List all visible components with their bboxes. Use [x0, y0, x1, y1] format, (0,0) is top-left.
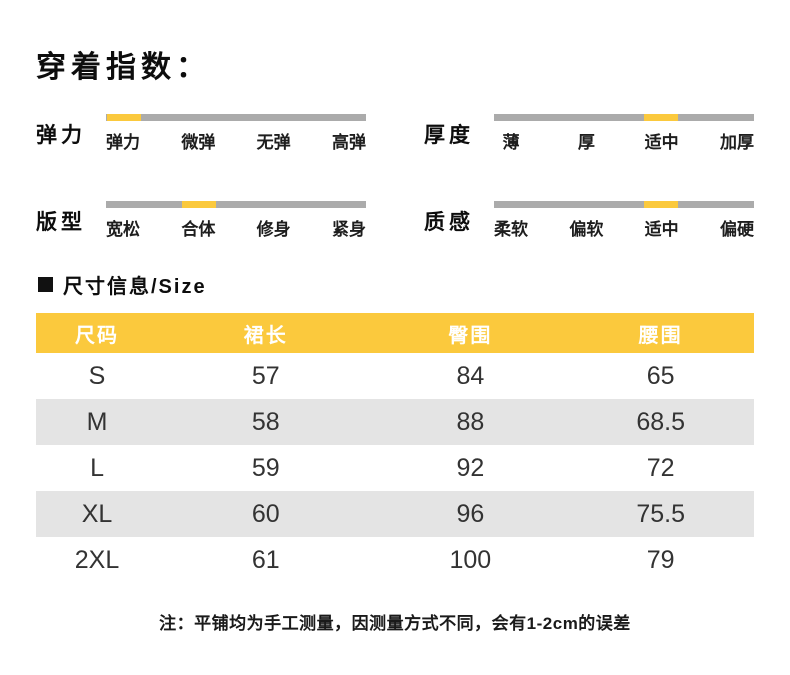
scale-label: 厚度: [424, 123, 474, 147]
scale-option: 紧身: [331, 220, 366, 239]
cell-hip: 96: [373, 491, 568, 537]
scale-label: 版型: [36, 210, 86, 234]
square-bullet-icon: [38, 277, 53, 292]
cell-size: S: [88, 361, 106, 390]
thickness-scale: 厚度 薄 厚 适中 加厚: [424, 114, 754, 153]
scale-option: 微弹: [181, 133, 216, 152]
product-size-panel: 穿着指数： 弹力 弹力 微弹 无弹 高弹 厚度: [36, 51, 754, 633]
col-header-hip: 臀围: [373, 313, 568, 353]
selected-segment: [181, 201, 216, 208]
scale-label: 弹力: [36, 123, 86, 147]
scale-option: 弹力: [106, 133, 140, 152]
cell-hip: 92: [456, 453, 485, 482]
cell-waist: 65: [646, 361, 675, 390]
size-section-title: 尺寸信息/Size: [63, 276, 207, 298]
cell-size: XL: [36, 491, 159, 537]
scale-option: 偏软: [569, 220, 604, 239]
selected-segment: [106, 114, 141, 121]
texture-scale: 质感 柔软 偏软 适中 偏硬: [424, 201, 754, 240]
scale-option: 无弹: [256, 133, 291, 152]
scale-option: 偏硬: [719, 220, 754, 239]
page-title: 穿着指数：: [36, 51, 211, 84]
size-section-heading: 尺寸信息/Size: [38, 270, 754, 299]
cell-size: L: [90, 453, 104, 482]
scale-options: 薄 厚 适中 加厚: [494, 128, 754, 153]
scale-option: 适中: [644, 133, 679, 152]
cell-waist: 68.5: [567, 399, 754, 445]
scale-body: 宽松 合体 修身 紧身: [106, 201, 366, 240]
size-table-header-row: 尺码 裙长 臀围 腰围: [36, 313, 754, 353]
scale-option: 加厚: [719, 133, 754, 152]
table-row: XL 60 96 75.5: [36, 491, 754, 537]
scale-body: 柔软 偏软 适中 偏硬: [494, 201, 754, 240]
cell-skirt-length: 61: [251, 545, 280, 574]
col-header-waist: 腰围: [567, 313, 754, 353]
scale-options: 宽松 合体 修身 紧身: [106, 215, 366, 240]
scale-label: 质感: [424, 210, 474, 234]
cell-hip: 84: [456, 361, 485, 390]
cell-hip: 88: [373, 399, 568, 445]
scale-options: 柔软 偏软 适中 偏硬: [494, 215, 754, 240]
scale-track: [106, 201, 366, 208]
scale-track: [494, 114, 754, 121]
scale-body: 弹力 微弹 无弹 高弹: [106, 114, 366, 153]
cell-size: 2XL: [74, 545, 120, 574]
col-header-skirt-length: 裙长: [158, 313, 374, 353]
scale-option: 高弹: [331, 133, 366, 152]
cell-skirt-length: 59: [251, 453, 280, 482]
cell-skirt-length: 57: [251, 361, 280, 390]
table-row: M 58 88 68.5: [36, 399, 754, 445]
measurement-note: 注：平铺均为手工测量，因测量方式不同，会有1-2cm的误差: [159, 614, 631, 633]
cell-hip: 100: [449, 545, 492, 574]
elasticity-scale: 弹力 弹力 微弹 无弹 高弹: [36, 114, 366, 153]
cell-waist: 72: [646, 453, 675, 482]
scale-track: [106, 114, 366, 121]
cell-skirt-length: 58: [158, 399, 374, 445]
size-table: 尺码 裙长 臀围 腰围 S 57 84 65 M 58 88 68.5 L 59: [36, 313, 754, 583]
scale-option: 宽松: [106, 220, 140, 239]
table-row: 2XL 61 100 79: [36, 537, 754, 583]
fit-scale: 版型 宽松 合体 修身 紧身: [36, 201, 366, 240]
cell-size: M: [36, 399, 159, 445]
scale-option: 薄: [502, 133, 520, 152]
cell-waist: 75.5: [567, 491, 754, 537]
scale-track: [494, 201, 754, 208]
selected-segment: [644, 114, 679, 121]
scale-option: 修身: [256, 220, 291, 239]
scale-body: 薄 厚 适中 加厚: [494, 114, 754, 153]
cell-skirt-length: 60: [158, 491, 374, 537]
table-row: L 59 92 72: [36, 445, 754, 491]
cell-waist: 79: [646, 545, 675, 574]
scale-option: 柔软: [494, 220, 528, 239]
scale-option: 合体: [181, 220, 216, 239]
scale-option: 厚: [577, 133, 595, 152]
selected-segment: [644, 201, 679, 208]
table-row: S 57 84 65: [36, 353, 754, 399]
scale-option: 适中: [644, 220, 679, 239]
scale-options: 弹力 微弹 无弹 高弹: [106, 128, 366, 153]
col-header-size: 尺码: [36, 313, 159, 353]
wearing-index-scales: 弹力 弹力 微弹 无弹 高弹 厚度 薄: [36, 114, 754, 240]
